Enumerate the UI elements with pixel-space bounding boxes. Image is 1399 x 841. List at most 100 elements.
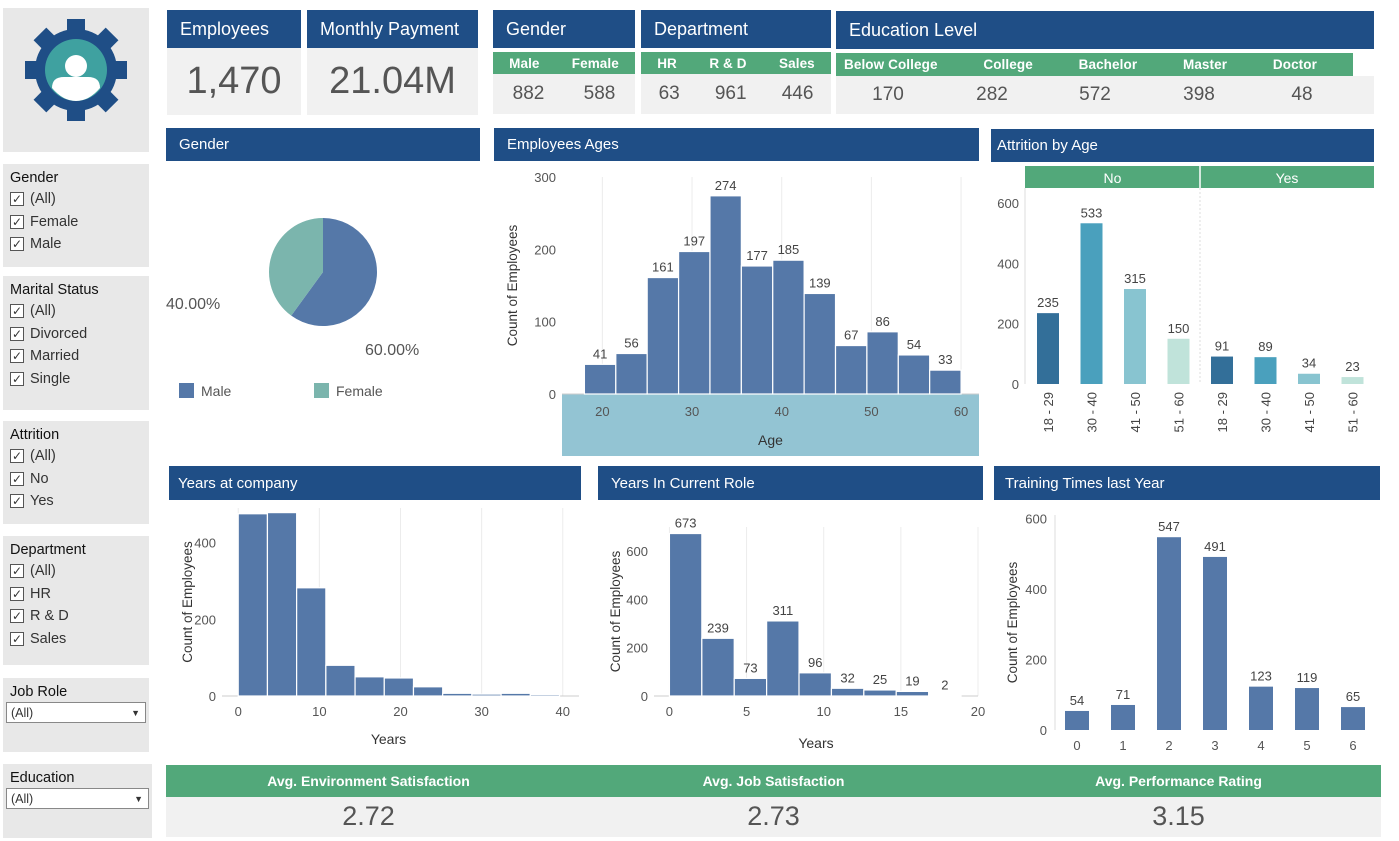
attrition-option-all[interactable]: ✓ (All) [10,448,56,465]
gender-option-male[interactable]: ✓ Male [10,236,62,253]
checkbox-checked-icon[interactable]: ✓ [10,564,24,579]
bar-value-label: 67 [844,328,858,343]
education-card-labels: Below College College Bachelor Master Doctor [836,53,1353,76]
marital-option-divorced[interactable]: ✓ Divorced [10,325,88,342]
training-bar [1249,686,1273,730]
department-option-all[interactable]: ✓ (All) [10,563,56,580]
training-bar [1341,707,1365,730]
bar-value-label: 239 [707,620,729,635]
marital-option-single[interactable]: ✓ Single [10,370,71,387]
histogram-bar [646,276,680,395]
bar-value-label: 96 [808,655,822,670]
y-tick-label: 0 [1012,377,1019,392]
education-dropdown[interactable]: (All) ▼ [6,788,149,809]
avg-env-label: Avg. Environment Satisfaction [267,773,470,789]
histogram-bar [325,664,356,697]
x-tick-label: 41 - 50 [1302,392,1317,432]
checkbox-checked-icon[interactable]: ✓ [10,449,24,464]
years-company-header: Years at company [169,466,581,500]
gender-option-female[interactable]: ✓ Female [10,213,79,230]
pie-label-female: 40.00% [166,296,220,313]
x-tick-label: 10 [816,704,830,719]
attrition-bar [1080,223,1103,384]
checkbox-checked-icon[interactable]: ✓ [10,304,24,319]
histogram-bar [668,532,703,697]
histogram-bar [237,513,269,697]
histogram-bar [897,354,931,395]
education-card-values: 170 282 572 398 48 [836,76,1374,114]
x-tick-label: 20 [971,704,985,719]
gender-card-values: 882 588 [493,74,635,114]
department-option-sales[interactable]: ✓ Sales [10,630,67,647]
histogram-bar [834,344,868,395]
y-tick-label: 200 [534,242,556,257]
bar-value-label: 65 [1346,689,1360,704]
checkbox-checked-icon[interactable]: ✓ [10,192,24,207]
attrition-option-yes[interactable]: ✓ Yes [10,493,54,510]
department-option-rd[interactable]: ✓ R & D [10,608,69,625]
checkbox-checked-icon[interactable]: ✓ [10,494,24,509]
logo-panel [3,8,149,152]
attrition-option-no[interactable]: ✓ No [10,470,49,487]
bar-value-label: 54 [1070,693,1084,708]
y-tick-label: 600 [1025,512,1047,527]
bar-value-label: 32 [840,670,854,685]
bar-value-label: 41 [593,346,607,361]
department-option-hr[interactable]: ✓ HR [10,585,51,602]
histogram-bar [442,692,473,697]
y-tick-label: 200 [626,641,648,656]
x-tick-label: 5 [743,704,750,719]
histogram-bar [798,672,833,697]
bar-value-label: 56 [624,335,638,350]
checkbox-checked-icon[interactable]: ✓ [10,471,24,486]
x-tick-label: 5 [1303,738,1310,753]
attrition-bar [1298,373,1320,384]
years-role-header: Years In Current Role [598,466,983,500]
bar-value-label: 274 [715,178,737,193]
y-tick-label: 100 [534,315,556,330]
x-tick-label: 15 [894,704,908,719]
avg-perf-value: 3.15 [1152,801,1205,831]
x-tick-label: 6 [1349,738,1356,753]
checkbox-checked-icon[interactable]: ✓ [10,371,24,386]
histogram-bar [677,250,711,395]
checkbox-checked-icon[interactable]: ✓ [10,326,24,341]
checkbox-checked-icon[interactable]: ✓ [10,214,24,229]
checkbox-checked-icon[interactable]: ✓ [10,349,24,364]
bar-value-label: 235 [1037,295,1059,310]
y-tick-label: 400 [1025,582,1047,597]
marital-option-married[interactable]: ✓ Married [10,348,80,365]
department-filter: Department ✓ (All) ✓ HR ✓ R & D ✓ Sales [3,536,149,665]
y-tick-label: 200 [194,612,216,627]
histogram-bar [412,686,444,697]
marital-filter-title: Marital Status [10,282,99,298]
histogram-bar [266,512,298,697]
bar-value-label: 25 [873,672,887,687]
bar-value-label: 161 [652,260,674,275]
checkbox-checked-icon[interactable]: ✓ [10,237,24,252]
checkbox-checked-icon[interactable]: ✓ [10,609,24,624]
histogram-bar [772,259,805,395]
checkbox-checked-icon[interactable]: ✓ [10,586,24,601]
x-tick-label: 4 [1257,738,1264,753]
histogram-bar [830,687,865,697]
marital-option-all[interactable]: ✓ (All) [10,303,56,320]
bar-value-label: 123 [1250,669,1272,684]
pie-slice-male [291,218,377,326]
job-role-dropdown[interactable]: (All) ▼ [6,702,146,723]
bar-value-label: 89 [1258,339,1272,354]
bar-value-label: 673 [675,516,697,531]
gender-filter: Gender ✓ (All) ✓ Female ✓ Male [3,164,149,267]
training-bar [1111,704,1135,730]
attrition-age-header: Attrition by Age [991,129,1374,162]
histogram-bar [383,677,415,697]
checkbox-checked-icon[interactable]: ✓ [10,631,24,646]
bar-value-label: 23 [1345,359,1359,374]
training-bar [1203,556,1227,730]
legend-label-male: Male [201,383,232,399]
y-tick-label: 0 [1040,723,1047,738]
histogram-bar [583,363,617,395]
training-chart: 0 200 400 600 54 0 71 1 547 2 491 3 123 4 119 5 65 6 Count… [1005,512,1365,753]
gender-card-labels: Male Female [493,52,635,74]
gender-option-all[interactable]: ✓ (All) [10,191,56,208]
